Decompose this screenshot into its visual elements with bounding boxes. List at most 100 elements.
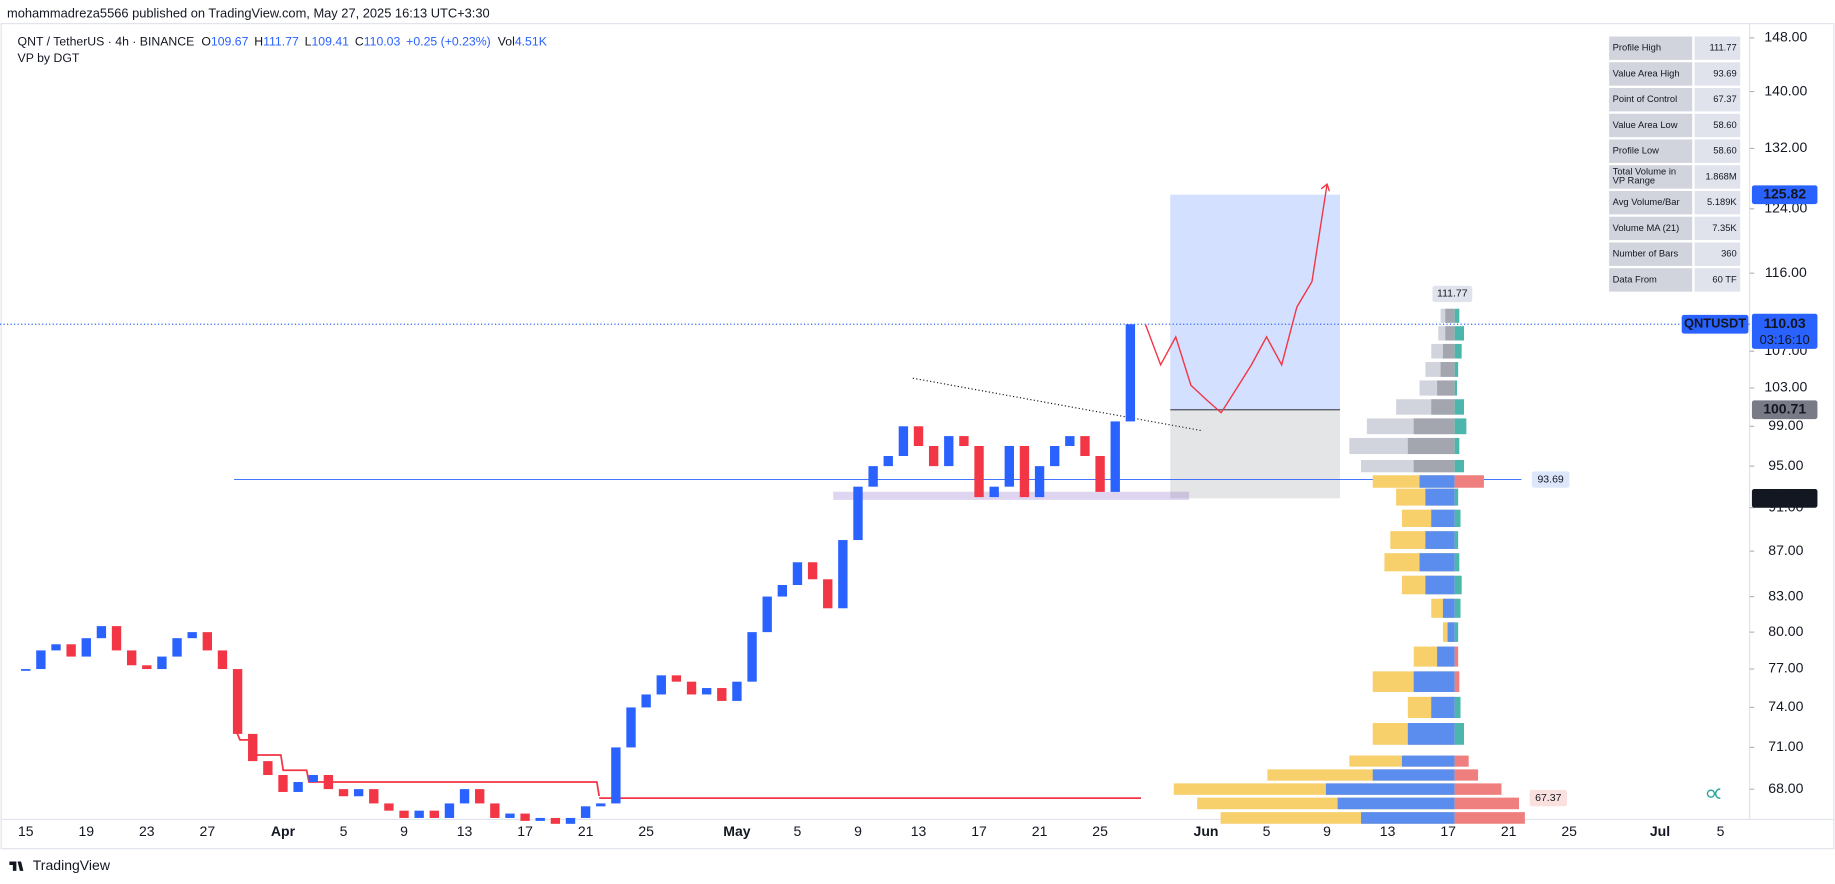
candle xyxy=(671,675,682,682)
footer-logo[interactable]: TradingView xyxy=(9,857,111,873)
y-tick-label: 99.00 xyxy=(1768,417,1803,433)
candle xyxy=(747,632,757,682)
y-tick-label: 87.00 xyxy=(1768,542,1803,558)
price-label-bg xyxy=(1751,185,1818,205)
profile-up xyxy=(1413,418,1455,435)
profile-up xyxy=(1407,437,1455,455)
candle xyxy=(187,632,197,639)
y-tick-label: 132.00 xyxy=(1764,139,1807,155)
profile-up xyxy=(1372,769,1455,781)
profile-up xyxy=(1419,475,1455,488)
stats-label-cell xyxy=(1609,113,1693,138)
ohlc-key: L xyxy=(305,35,312,49)
stats-label: Profile High xyxy=(1613,43,1661,53)
candle xyxy=(641,694,651,708)
candle xyxy=(353,789,364,797)
candle xyxy=(959,436,969,446)
candle xyxy=(535,817,545,821)
price-label-bg xyxy=(1751,489,1818,508)
profile-delta xyxy=(1454,671,1460,692)
candle xyxy=(399,810,409,818)
profile-up xyxy=(1431,696,1455,719)
stats-label: Volume MA (21) xyxy=(1613,223,1680,233)
y-tick-label: 116.00 xyxy=(1765,264,1807,280)
profile-up xyxy=(1442,598,1455,618)
candle xyxy=(36,650,46,670)
y-tick-label: 68.00 xyxy=(1768,780,1803,796)
candle xyxy=(1125,324,1136,422)
x-tick-label: 17 xyxy=(1440,823,1456,839)
ohlc-value: 111.77 xyxy=(263,35,299,49)
profile-delta xyxy=(1454,380,1457,396)
symbol-label-bg xyxy=(1681,314,1749,334)
candle xyxy=(490,803,500,818)
x-tick-label: 9 xyxy=(854,823,862,839)
candle xyxy=(248,733,258,762)
stats-value-cell xyxy=(1694,216,1741,241)
stats-label-line: VP Range xyxy=(1613,176,1655,186)
profile-delta xyxy=(1454,488,1459,506)
stats-value: 58.60 xyxy=(1713,146,1736,156)
candle xyxy=(520,813,530,821)
profile-delta xyxy=(1454,531,1459,549)
x-tick-label: 21 xyxy=(578,823,594,839)
x-tick-label: 25 xyxy=(1561,823,1577,839)
candle xyxy=(686,681,697,695)
target-zone xyxy=(1170,194,1340,410)
x-tick-label: 5 xyxy=(794,823,802,839)
candle xyxy=(278,775,288,792)
x-tick-label: 17 xyxy=(517,823,533,839)
candle xyxy=(1065,436,1075,446)
candle xyxy=(323,775,334,790)
projection-line xyxy=(1144,184,1328,414)
developing-poc xyxy=(233,725,601,797)
stats-label: Point of Control xyxy=(1613,94,1678,104)
x-tick-label: 9 xyxy=(1323,823,1331,839)
profile-up xyxy=(1401,755,1455,767)
candle xyxy=(898,426,909,457)
x-tick-label: 17 xyxy=(971,823,987,839)
stats-value: 1.868M xyxy=(1705,171,1736,181)
profile-up xyxy=(1437,646,1455,667)
candle xyxy=(142,665,152,670)
stats-label: Value Area Low xyxy=(1613,120,1678,130)
stats-label: Profile Low xyxy=(1613,146,1660,156)
candle xyxy=(505,813,515,818)
x-tick-label: Jul xyxy=(1650,823,1670,839)
stats-label-cell xyxy=(1609,139,1693,163)
x-tick-label: Jun xyxy=(1194,823,1219,839)
profile-up xyxy=(1425,531,1455,549)
y-tick-label: 140.00 xyxy=(1764,82,1807,98)
candle xyxy=(1095,456,1105,492)
footer-text: TradingView xyxy=(33,857,111,873)
stats-value-cell xyxy=(1694,165,1741,189)
profile-delta xyxy=(1454,812,1525,824)
theme-icon-moon xyxy=(1715,788,1721,800)
symbol-line: QNT / TetherUS · 4h · BINANCE xyxy=(18,35,195,49)
profile-delta xyxy=(1454,769,1479,781)
stats-value: 58.60 xyxy=(1713,120,1736,130)
candle xyxy=(444,803,455,818)
profile-up xyxy=(1431,509,1455,528)
x-tick-label: 25 xyxy=(1092,823,1108,839)
trend-line xyxy=(912,377,1204,432)
candle xyxy=(384,803,394,811)
stats-label-cell xyxy=(1609,87,1693,112)
profile-up xyxy=(1447,622,1455,642)
stats-value: 7.35K xyxy=(1712,223,1737,233)
candle xyxy=(807,562,818,580)
profile-total xyxy=(1173,783,1455,795)
support-zone xyxy=(833,491,1190,500)
theme-icon[interactable] xyxy=(1706,788,1721,800)
profile-up xyxy=(1445,326,1455,341)
profile-delta xyxy=(1454,509,1461,528)
countdown: 03:16:10 xyxy=(1760,332,1810,347)
candle xyxy=(263,761,273,776)
stats-value-cell xyxy=(1694,268,1741,292)
stats-value-cell xyxy=(1694,36,1741,60)
x-tick-label: 23 xyxy=(139,823,155,839)
x-tick-label: 13 xyxy=(1380,823,1396,839)
profile-delta xyxy=(1454,308,1460,323)
profile-delta xyxy=(1454,459,1465,473)
